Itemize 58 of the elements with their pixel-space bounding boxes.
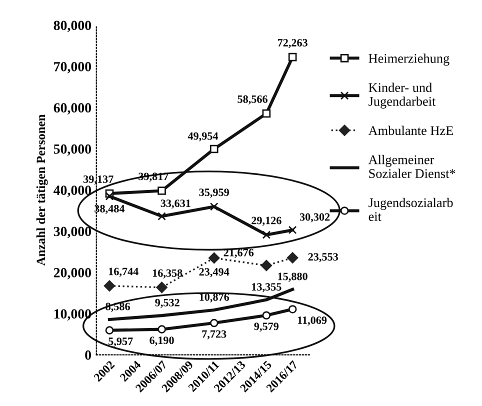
data-label: 30,302 — [300, 213, 330, 222]
point — [104, 280, 116, 292]
point — [260, 260, 272, 272]
data-label: 21,676 — [224, 248, 254, 258]
y-tick-label: 10,000 — [54, 309, 92, 321]
point — [210, 202, 218, 211]
point — [105, 192, 114, 200]
legend-label: Allgemeiner Sozialer Dienst* — [368, 154, 456, 178]
point — [288, 305, 297, 314]
point — [288, 52, 297, 62]
data-label: 72,263 — [278, 39, 308, 48]
data-label: 35,959 — [199, 188, 229, 198]
data-label: 39,137 — [84, 176, 114, 185]
data-label: 49,954 — [188, 132, 218, 142]
y-tick-label: 30,000 — [54, 226, 92, 238]
data-label: 23,553 — [308, 253, 338, 262]
legend-label: Ambulante HzE — [368, 126, 454, 136]
point — [210, 318, 218, 328]
data-label: 58,566 — [238, 95, 268, 105]
point — [262, 311, 271, 320]
y-tick-label: 70,000 — [54, 62, 92, 74]
y-tick-label: 60,000 — [54, 103, 92, 115]
point — [158, 186, 166, 195]
data-label: 10,876 — [200, 293, 230, 302]
point — [288, 226, 297, 234]
data-label: 15,880 — [278, 272, 308, 282]
data-label: 23,494 — [199, 268, 230, 278]
data-label: 8,586 — [106, 302, 130, 312]
point — [286, 252, 298, 264]
legend-label: Heimerziehung — [368, 54, 450, 66]
data-label: 5,957 — [108, 338, 133, 347]
y-tick-label: 50,000 — [54, 144, 92, 156]
legend-label: Jugendsozialarb eit — [368, 198, 453, 221]
point — [210, 144, 218, 154]
data-label: 16,744 — [108, 268, 138, 277]
y-tick-label: 40,000 — [54, 186, 92, 197]
data-label: 38,484 — [94, 204, 125, 214]
point — [156, 282, 168, 294]
point — [158, 212, 166, 220]
data-label: 6,190 — [150, 336, 174, 346]
data-label: 13,355 — [252, 283, 282, 292]
y-tick-label: 20,000 — [54, 268, 92, 280]
point — [262, 230, 271, 239]
point — [262, 109, 271, 118]
y-tick-label: 0 — [85, 350, 92, 360]
point — [158, 325, 166, 334]
data-label: 33,631 — [160, 200, 190, 209]
data-label: 29,126 — [252, 216, 282, 226]
legend-label: Kinder- und Jugendarbeit — [368, 82, 436, 109]
point — [105, 326, 114, 334]
point — [208, 252, 220, 264]
data-label: 11,069 — [298, 316, 327, 326]
data-label: 7,723 — [202, 330, 226, 340]
y-tick-label: 80,000 — [54, 20, 92, 32]
data-label: 9,532 — [155, 298, 180, 308]
data-label: 9,579 — [254, 322, 279, 332]
y-axis-title: Anzahl der tätigen Personen — [36, 114, 48, 266]
data-label: 16,358 — [152, 269, 182, 278]
